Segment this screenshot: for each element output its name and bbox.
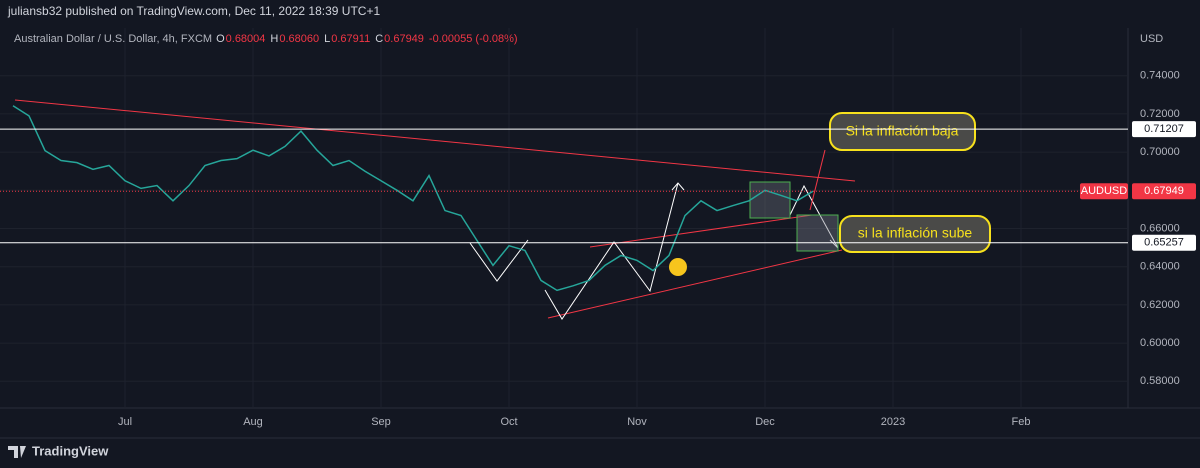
trendline bbox=[14, 99, 856, 182]
price-line bbox=[12, 105, 814, 292]
trendline bbox=[547, 249, 843, 319]
change: -0.00055 (-0.08%) bbox=[429, 33, 518, 45]
zigzag bbox=[789, 184, 839, 249]
x-tick-label: Aug bbox=[243, 416, 263, 428]
symbol: Australian Dollar / U.S. Dollar, 4h, FXC… bbox=[14, 33, 212, 45]
currency: USD bbox=[1140, 33, 1163, 45]
y-tick-label: 0.70000 bbox=[1140, 146, 1180, 158]
x-tick-label: Dec bbox=[755, 416, 775, 428]
brand: TradingView bbox=[32, 443, 109, 458]
symbol-tag bbox=[1080, 183, 1128, 200]
zigzag bbox=[544, 182, 679, 320]
ohlc-value: 0.67949 bbox=[384, 33, 424, 45]
box bbox=[796, 214, 839, 252]
y-tick-label: 0.58000 bbox=[1140, 375, 1180, 387]
ohlc-value: 0.68060 bbox=[279, 33, 319, 45]
logo bbox=[8, 446, 26, 458]
x-tick-label: Jul bbox=[118, 416, 132, 428]
y-tick-label: 0.62000 bbox=[1140, 299, 1180, 311]
zigzag bbox=[469, 239, 529, 282]
level-tag bbox=[1132, 234, 1196, 251]
price-label: 0.67949 bbox=[1144, 185, 1184, 197]
y-tick-label: 0.72000 bbox=[1140, 108, 1180, 120]
ohlc-value: 0.67911 bbox=[331, 33, 370, 45]
annotation: Si la inflación baja bbox=[846, 123, 959, 139]
annotation: si la inflación sube bbox=[858, 225, 973, 241]
ohlc-label: H bbox=[270, 33, 278, 45]
level-label: 0.71207 bbox=[1144, 123, 1184, 135]
x-tick-label: Feb bbox=[1012, 416, 1031, 428]
marker bbox=[669, 258, 687, 276]
drawings bbox=[14, 99, 991, 320]
price-tag bbox=[1132, 183, 1196, 200]
y-tick-label: 0.60000 bbox=[1140, 337, 1180, 349]
trendline bbox=[589, 214, 813, 248]
callout bbox=[829, 112, 976, 151]
x-tick-label: Nov bbox=[627, 416, 647, 428]
arrow bbox=[671, 182, 685, 191]
level-label: 0.65257 bbox=[1144, 237, 1184, 249]
box bbox=[749, 181, 791, 219]
x-tick-label: Sep bbox=[371, 416, 391, 428]
publisher: juliansb32 published on TradingView.com,… bbox=[7, 4, 380, 18]
ohlc-value: 0.68004 bbox=[226, 33, 266, 45]
ohlc-label: C bbox=[375, 33, 383, 45]
x-tick-label: 2023 bbox=[881, 416, 905, 428]
level-tag bbox=[1132, 121, 1196, 138]
y-tick-label: 0.66000 bbox=[1140, 222, 1180, 234]
y-tick-label: 0.64000 bbox=[1140, 261, 1180, 273]
x-tick-label: Oct bbox=[500, 416, 517, 428]
ohlc-label: O bbox=[216, 33, 225, 45]
ohlc-label: L bbox=[324, 33, 330, 45]
y-tick-label: 0.74000 bbox=[1140, 70, 1180, 82]
connector bbox=[809, 149, 826, 211]
symbol-label: AUDUSD bbox=[1081, 185, 1128, 197]
